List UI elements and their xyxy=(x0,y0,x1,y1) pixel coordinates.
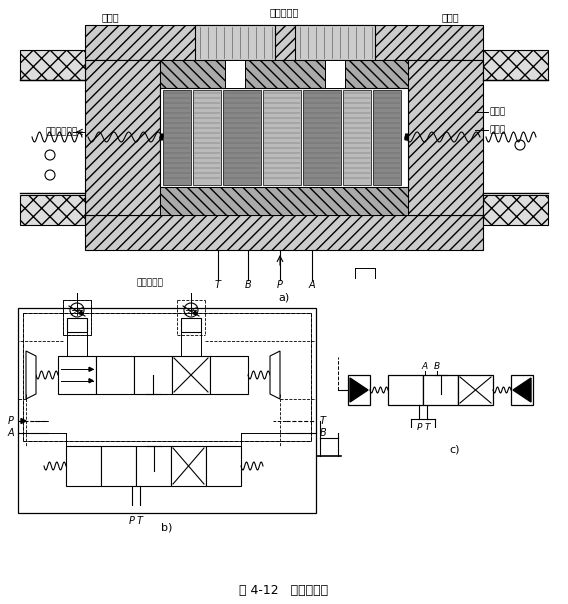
Text: b): b) xyxy=(161,522,173,532)
Bar xyxy=(343,90,371,185)
Bar xyxy=(171,446,206,486)
Bar xyxy=(160,88,408,187)
Text: 电磁铁: 电磁铁 xyxy=(101,12,119,22)
Text: c): c) xyxy=(450,445,460,455)
Text: P: P xyxy=(277,280,283,290)
Bar xyxy=(348,375,370,405)
Bar xyxy=(483,195,548,225)
Text: 被动阀阀芯: 被动阀阀芯 xyxy=(136,278,164,288)
Bar xyxy=(423,375,458,405)
Polygon shape xyxy=(350,378,368,402)
Text: T: T xyxy=(320,416,326,426)
Bar xyxy=(225,60,245,88)
Bar xyxy=(18,308,316,513)
Text: 单向阀节流阀: 单向阀节流阀 xyxy=(46,127,78,137)
Text: 电磁阀阀芯: 电磁阀阀芯 xyxy=(269,7,299,17)
Bar xyxy=(136,446,171,486)
Bar xyxy=(85,215,483,250)
Text: 电磁铁: 电磁铁 xyxy=(441,12,459,22)
Bar xyxy=(96,356,134,394)
Polygon shape xyxy=(89,367,93,371)
Polygon shape xyxy=(26,351,36,399)
Bar xyxy=(23,313,311,441)
Bar xyxy=(388,375,423,405)
Bar xyxy=(458,375,493,405)
Text: A: A xyxy=(422,362,428,371)
Text: P: P xyxy=(416,423,421,432)
Bar xyxy=(85,60,160,215)
Text: T: T xyxy=(137,516,143,526)
Bar xyxy=(85,25,483,60)
Polygon shape xyxy=(513,378,531,402)
Bar xyxy=(483,50,548,80)
Text: A: A xyxy=(308,280,315,290)
Polygon shape xyxy=(21,419,26,423)
Bar xyxy=(20,195,85,225)
Polygon shape xyxy=(193,310,197,315)
Polygon shape xyxy=(79,310,83,315)
Bar xyxy=(373,90,401,185)
Bar xyxy=(263,90,301,185)
Bar xyxy=(163,90,191,185)
Bar xyxy=(210,356,248,394)
Bar xyxy=(303,90,341,185)
Bar xyxy=(195,25,275,60)
Text: 图 4-12   电液换向阀: 图 4-12 电液换向阀 xyxy=(240,583,328,597)
Text: 单向阀: 单向阀 xyxy=(490,126,506,135)
Text: A: A xyxy=(7,428,14,438)
Text: T: T xyxy=(424,423,430,432)
Bar xyxy=(160,187,408,215)
Text: P: P xyxy=(129,516,135,526)
Bar xyxy=(181,318,201,332)
Bar xyxy=(193,90,221,185)
Text: B: B xyxy=(245,280,252,290)
Text: B: B xyxy=(320,428,327,438)
Bar xyxy=(63,300,91,335)
Bar xyxy=(20,50,85,80)
Polygon shape xyxy=(270,351,280,399)
Bar xyxy=(172,356,210,394)
Bar xyxy=(511,375,533,405)
Text: a): a) xyxy=(278,293,290,303)
Bar xyxy=(325,60,345,88)
Bar xyxy=(160,60,408,88)
Bar xyxy=(67,318,87,332)
Bar xyxy=(134,356,172,394)
Bar xyxy=(408,60,483,215)
Bar xyxy=(206,446,241,486)
Bar xyxy=(58,356,96,394)
Bar xyxy=(66,446,101,486)
Bar xyxy=(295,25,375,60)
Text: 节流阀: 节流阀 xyxy=(490,108,506,117)
Text: B: B xyxy=(434,362,440,371)
Text: T: T xyxy=(215,280,221,290)
Polygon shape xyxy=(89,379,93,383)
Bar xyxy=(223,90,261,185)
Bar xyxy=(101,446,136,486)
Text: P: P xyxy=(8,416,14,426)
